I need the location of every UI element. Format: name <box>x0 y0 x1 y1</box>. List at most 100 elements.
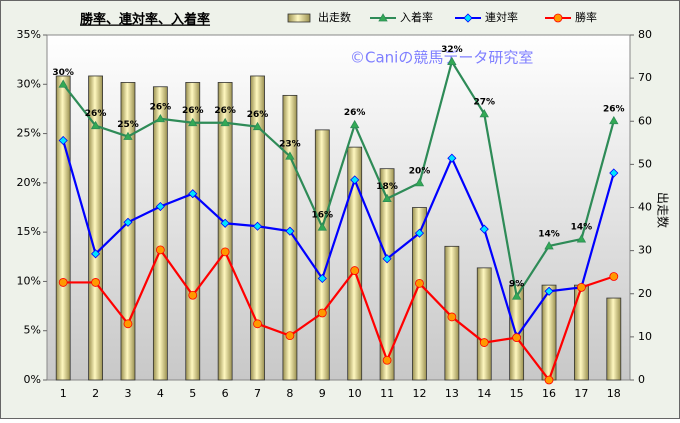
line <box>62 140 615 340</box>
marker <box>91 278 100 287</box>
legend-swatch <box>287 13 311 23</box>
data-label: 30% <box>52 68 74 78</box>
y-tick-label: 10% <box>17 274 41 287</box>
marker <box>252 221 263 231</box>
marker <box>155 113 166 123</box>
data-label: 20% <box>409 166 431 176</box>
marker <box>91 249 101 259</box>
data-label: 26% <box>344 108 366 118</box>
y-tick-label: 30% <box>17 77 41 90</box>
marker <box>511 291 522 300</box>
marker <box>350 175 360 185</box>
data-label: 26% <box>603 104 625 114</box>
marker <box>220 247 230 257</box>
line <box>63 247 615 383</box>
marker <box>252 121 263 131</box>
marker <box>382 193 392 203</box>
y2-tick-label: 30 <box>638 244 652 257</box>
marker <box>285 226 295 236</box>
marker <box>512 333 522 343</box>
data-label: 9% <box>509 280 524 290</box>
marker <box>155 245 165 255</box>
marker <box>447 153 457 163</box>
x-tick-label: 8 <box>286 387 293 400</box>
marker <box>609 272 619 281</box>
data-label: 26% <box>247 110 269 120</box>
chart-title: 勝率、連対率、入着率 <box>80 12 210 28</box>
y2-tick-label: 40 <box>638 201 652 214</box>
bar <box>314 129 330 381</box>
y2-tick-label: 70 <box>638 71 652 84</box>
marker <box>544 241 554 250</box>
x-tick-label: 15 <box>510 387 524 400</box>
y-tick-label: 20% <box>17 176 41 189</box>
y2-tick-label: 80 <box>638 28 652 41</box>
data-label: 23% <box>279 140 301 150</box>
marker <box>415 278 424 288</box>
legend-marker <box>553 13 563 23</box>
marker <box>544 286 554 296</box>
bar <box>476 267 492 381</box>
data-label: 25% <box>117 120 139 130</box>
bar <box>55 75 71 381</box>
marker <box>285 331 295 341</box>
x-tick-label: 6 <box>222 387 229 400</box>
y2-tick-label: 20 <box>638 287 652 300</box>
marker <box>447 56 457 66</box>
legend-marker <box>378 13 388 22</box>
x-tick-label: 12 <box>412 387 426 400</box>
bar <box>412 207 427 381</box>
marker <box>609 168 619 178</box>
x-tick-label: 3 <box>124 387 131 400</box>
marker <box>123 319 133 329</box>
legend-label: 連対率 <box>485 10 518 24</box>
marker <box>123 131 133 140</box>
marker <box>609 115 619 125</box>
marker <box>188 189 198 199</box>
marker <box>317 273 327 284</box>
marker <box>544 375 554 385</box>
marker <box>479 224 489 234</box>
y-tick-label: 0% <box>24 373 41 386</box>
data-label: 14% <box>571 223 593 233</box>
marker <box>253 319 262 329</box>
marker <box>447 312 457 322</box>
marker <box>350 266 360 275</box>
marker <box>220 218 230 228</box>
marker <box>58 135 68 146</box>
data-label: 16% <box>312 211 334 221</box>
marker <box>58 79 68 88</box>
marker <box>414 228 425 238</box>
marker <box>220 117 230 127</box>
legend-label: 出走数 <box>318 10 351 24</box>
marker <box>382 254 392 264</box>
x-tick-label: 9 <box>319 387 326 400</box>
watermark: ©Caniの競馬データ研究室 <box>350 49 533 67</box>
marker <box>58 278 68 287</box>
marker <box>317 222 327 231</box>
bar <box>217 82 233 381</box>
data-label: 27% <box>473 97 495 107</box>
y2-tick-label: 50 <box>638 157 652 170</box>
marker <box>576 234 587 243</box>
x-tick-label: 2 <box>92 387 99 400</box>
marker <box>155 201 165 212</box>
data-label: 26% <box>182 106 204 116</box>
x-tick-label: 16 <box>542 387 556 400</box>
data-label: 26% <box>214 106 236 116</box>
data-label: 26% <box>85 109 107 119</box>
data-label: 26% <box>150 102 172 112</box>
marker <box>382 355 392 365</box>
bar <box>185 82 201 381</box>
x-tick-label: 17 <box>574 387 588 400</box>
bar <box>120 82 136 381</box>
marker <box>350 119 360 129</box>
bar <box>379 168 395 381</box>
x-tick-label: 10 <box>348 387 362 400</box>
marker <box>577 282 586 292</box>
y2-tick-label: 60 <box>638 114 652 127</box>
marker <box>285 151 295 160</box>
bar <box>606 297 622 381</box>
bar <box>152 86 168 381</box>
